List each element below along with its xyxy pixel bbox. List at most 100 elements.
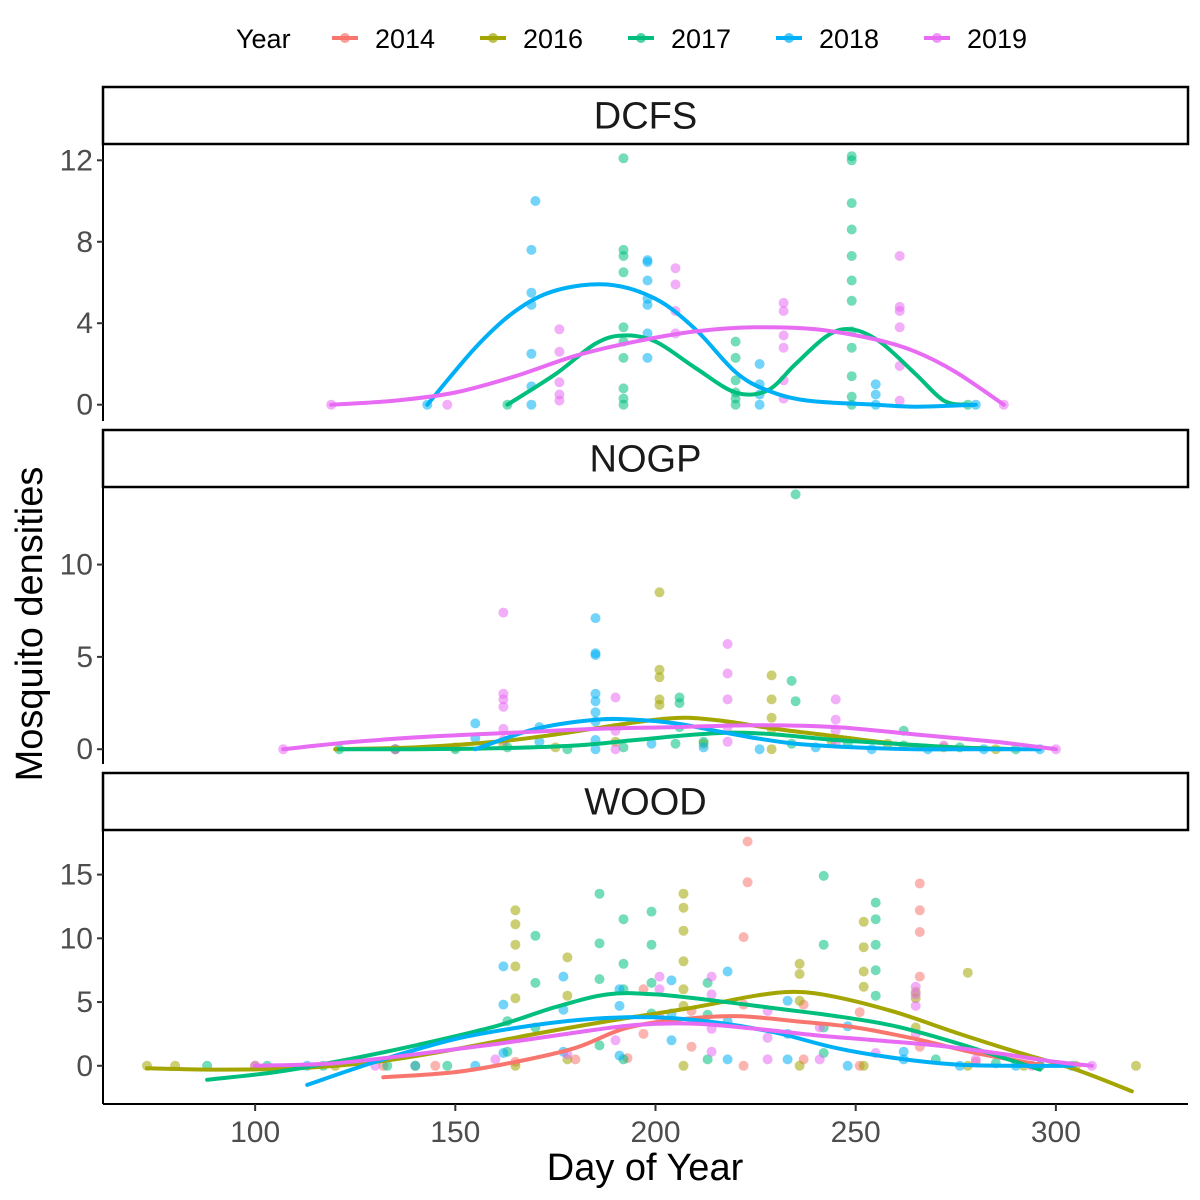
data-point (590, 744, 601, 755)
data-point (794, 1060, 805, 1071)
plot-area (326, 151, 1009, 410)
data-point (642, 255, 653, 266)
data-point (786, 675, 797, 686)
data-point (594, 974, 605, 985)
data-point (722, 668, 733, 679)
data-point (510, 919, 521, 930)
legend-key-point (932, 33, 942, 43)
data-point (910, 1000, 921, 1011)
legend-key-point (636, 33, 646, 43)
data-point (554, 377, 565, 388)
data-point (970, 1054, 981, 1065)
data-point (618, 244, 629, 255)
data-point (678, 1060, 689, 1071)
data-point (914, 927, 925, 937)
legend-label-2016: 2016 (523, 24, 583, 54)
data-point (654, 587, 665, 598)
series-points-2019 (278, 607, 1061, 755)
facet-label-wood: WOOD (584, 782, 706, 824)
data-point (782, 1054, 793, 1065)
data-point (894, 395, 905, 406)
data-point (590, 696, 601, 707)
y-tick-label: 15 (60, 859, 93, 892)
data-point (614, 1000, 625, 1011)
data-point (618, 153, 629, 164)
data-point (914, 905, 925, 916)
data-point (818, 939, 829, 950)
smooth-line-2018 (305, 1015, 1074, 1087)
data-point (618, 914, 629, 925)
data-point (766, 670, 777, 681)
y-tick-label: 0 (76, 1050, 93, 1083)
data-point (722, 966, 733, 977)
data-point (618, 393, 629, 404)
data-point (894, 322, 905, 333)
data-point (590, 613, 601, 624)
data-point (730, 336, 741, 347)
plot-area (142, 836, 1141, 1094)
data-point (610, 692, 621, 703)
data-point (674, 692, 685, 703)
smooth-line-2014 (381, 1014, 1042, 1080)
data-point (594, 1040, 605, 1051)
data-point (790, 489, 801, 500)
data-point (870, 965, 881, 976)
data-point (846, 224, 857, 235)
data-point (646, 939, 657, 950)
data-point (898, 1046, 909, 1057)
data-point (870, 939, 881, 950)
data-point (678, 984, 689, 995)
data-point (590, 688, 601, 699)
legend-label-2017: 2017 (671, 24, 731, 54)
data-point (870, 389, 881, 400)
series-points-2017 (502, 151, 973, 410)
legend-label-2018: 2018 (819, 24, 879, 54)
data-point (442, 399, 453, 410)
data-point (498, 999, 509, 1010)
data-point (814, 1054, 825, 1065)
data-point (526, 244, 537, 255)
data-point (618, 383, 629, 394)
data-point (678, 902, 689, 913)
data-point (706, 971, 717, 982)
data-point (858, 916, 869, 927)
data-point (846, 391, 857, 402)
data-point (642, 275, 653, 286)
y-tick-label: 8 (76, 226, 93, 259)
data-point (670, 279, 681, 290)
data-point (698, 742, 709, 753)
data-point (510, 961, 521, 972)
data-point (498, 1048, 509, 1058)
x-axis-title: Day of Year (547, 1147, 744, 1189)
legend-entry-2019: 2019 (924, 24, 1027, 54)
data-point (618, 958, 629, 969)
data-point (646, 906, 657, 917)
y-tick-label: 12 (60, 144, 93, 177)
smooth-line-2018 (473, 716, 1042, 752)
data-point (382, 1060, 393, 1071)
legend-label-2019: 2019 (967, 24, 1027, 54)
x-tick-label: 200 (630, 1116, 680, 1149)
data-point (618, 322, 629, 333)
data-point (678, 925, 689, 936)
y-tick-label: 0 (76, 733, 93, 766)
data-point (742, 836, 753, 847)
data-point (430, 1060, 441, 1071)
data-point (442, 1060, 453, 1071)
smooth-line-2019 (281, 723, 1058, 752)
data-point (842, 1060, 853, 1071)
legend-entry-2018: 2018 (776, 24, 879, 54)
data-point (594, 888, 605, 899)
y-tick-label: 10 (60, 549, 93, 582)
y-tick-label: 10 (60, 922, 93, 955)
data-point (618, 352, 629, 363)
data-point (722, 1054, 733, 1065)
data-point (766, 744, 777, 755)
data-point (646, 977, 657, 988)
legend-entry-2016: 2016 (480, 24, 583, 54)
smooth-line-2016 (145, 989, 1134, 1094)
data-point (858, 966, 869, 977)
data-point (526, 287, 537, 298)
data-point (498, 607, 509, 618)
